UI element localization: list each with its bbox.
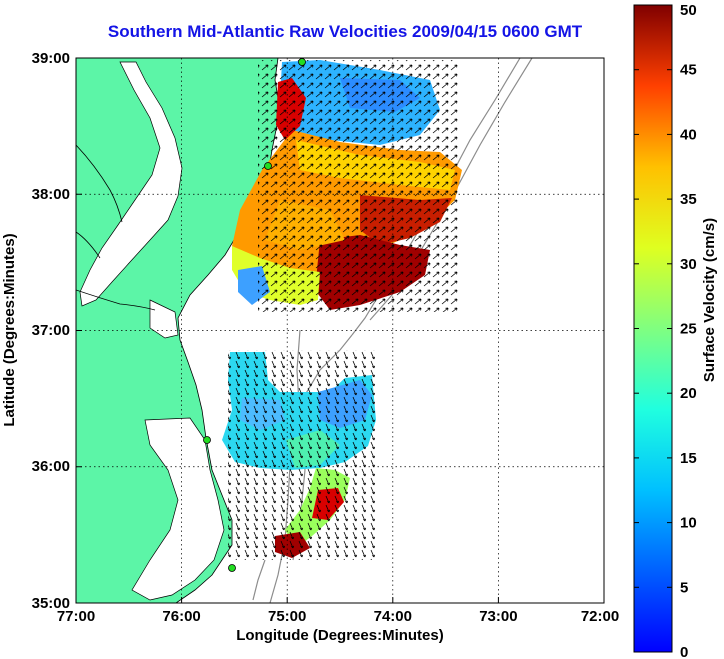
river-rappahannock	[76, 231, 101, 259]
y-axis-label: Latitude (Degrees:Minutes)	[1, 233, 18, 426]
axis-tick-marks	[76, 193, 499, 603]
bay-mouth	[149, 299, 179, 339]
colorbar-tick-label: 25	[680, 321, 697, 338]
y-tick-label: 39:00	[32, 50, 70, 67]
colorbar-tick-label: 20	[680, 385, 697, 402]
velocity-field-south	[222, 350, 378, 560]
chart-title: Southern Mid-Atlantic Raw Velocities 200…	[107, 22, 583, 41]
y-tick-labels: 39:00 38:00 37:00 36:00 35:00	[32, 50, 70, 612]
x-tick-label: 76:00	[162, 608, 200, 625]
colorbar: 0 5 10 15 20 25 30 35 40 45 50 Surface Velocity (c…	[633, 2, 718, 659]
colorbar-tick-label: 0	[680, 644, 688, 659]
y-tick-label: 38:00	[32, 186, 70, 203]
colorbar-tick-label: 50	[680, 2, 697, 19]
x-tick-label: 72:00	[581, 608, 619, 625]
station-marker	[228, 564, 236, 572]
bay-water	[79, 61, 183, 307]
y-tick-label: 36:00	[32, 458, 70, 475]
velocity-field-north	[232, 60, 462, 312]
y-tick-label: 37:00	[32, 322, 70, 339]
x-tick-labels: 77:00 76:00 75:00 74:00 73:00 72:00	[57, 608, 619, 625]
radar-stations	[203, 58, 306, 572]
colorbar-gradient	[633, 4, 673, 653]
x-tick-label: 73:00	[479, 608, 517, 625]
colorbar-ticks: 0 5 10 15 20 25 30 35 40 45 50	[634, 2, 697, 659]
colorbar-tick-label: 45	[680, 62, 697, 79]
station-marker	[203, 436, 211, 444]
x-tick-label: 75:00	[268, 608, 306, 625]
river-james	[76, 289, 156, 311]
grid-lines	[76, 58, 604, 603]
colorbar-tick-label: 35	[680, 191, 697, 208]
colorbar-tick-label: 10	[680, 515, 697, 532]
colorbar-tick-label: 30	[680, 256, 697, 273]
river-potomac	[76, 144, 123, 223]
x-tick-label: 74:00	[374, 608, 412, 625]
station-marker	[298, 58, 306, 66]
colorbar-tick-label: 5	[680, 579, 688, 596]
x-axis-label: Longitude (Degrees:Minutes)	[236, 627, 444, 644]
colorbar-tick-label: 15	[680, 450, 697, 467]
x-tick-label: 77:00	[57, 608, 95, 625]
sound-water	[131, 417, 225, 601]
colorbar-label: Surface Velocity (cm/s)	[701, 218, 718, 382]
colorbar-tick-label: 40	[680, 126, 697, 143]
station-marker	[264, 162, 272, 170]
y-tick-label: 35:00	[32, 595, 70, 612]
map-plot-area	[76, 58, 604, 603]
